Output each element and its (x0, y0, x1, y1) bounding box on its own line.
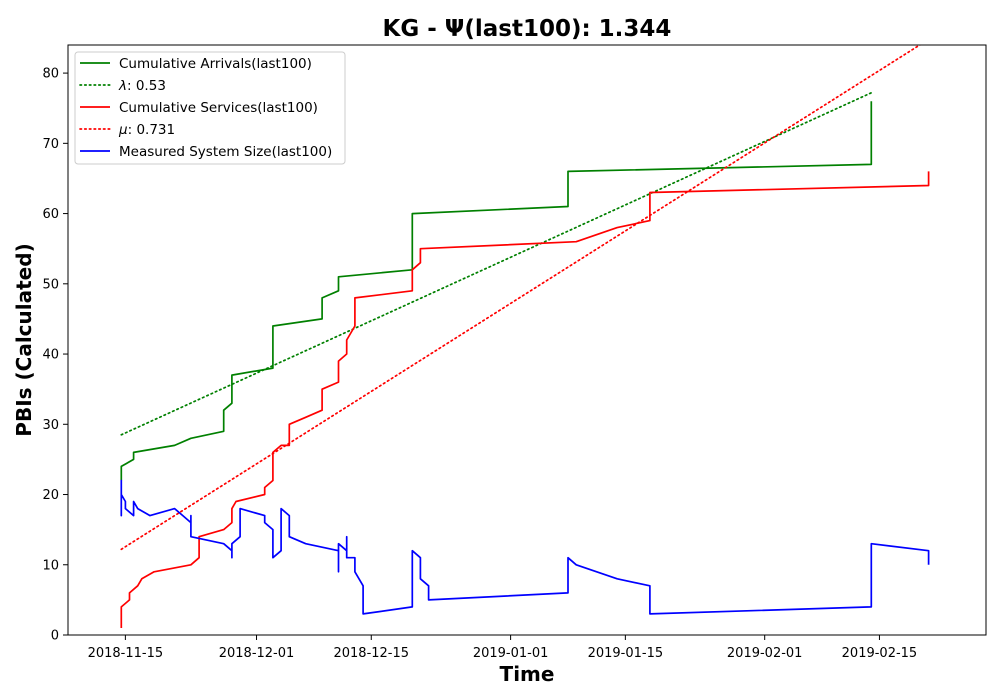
x-axis: 2018-11-15 2018-12-01 2018-12-15 2019-01-01… (88, 635, 918, 661)
series-line-3 (120, 45, 922, 551)
x-tick-label: 2019-01-15 (588, 646, 664, 661)
y-tick-label: 80 (42, 67, 59, 82)
y-tick-label: 60 (42, 207, 59, 222)
series-layer (120, 45, 930, 628)
legend-label-0: Cumulative Arrivals(last100) (119, 56, 312, 72)
series-line-1 (120, 91, 873, 436)
y-tick-label: 10 (42, 558, 59, 573)
legend: Cumulative Arrivals(last100) λ: 0.53 Cumul… (74, 51, 346, 165)
legend-label-3: μ: 0.731 (118, 122, 175, 138)
x-tick-label: 2019-02-01 (727, 646, 803, 661)
y-axis: 0 10 20 30 40 50 60 70 80 (42, 67, 68, 644)
y-tick-label: 70 (42, 137, 59, 152)
series-line-4 (120, 479, 930, 615)
x-tick-label: 2018-12-01 (219, 646, 295, 661)
x-tick-label: 2019-02-15 (842, 646, 918, 661)
series-line-2 (120, 171, 930, 628)
x-tick-label: 2019-01-01 (473, 646, 549, 661)
chart-title: KG - Ψ(last100): 1.344 (383, 16, 672, 42)
x-axis-title: Time (500, 662, 555, 686)
y-axis-title: PBIs (Calculated) (12, 243, 36, 436)
legend-label-2: Cumulative Services(last100) (119, 100, 318, 116)
legend-label-4: Measured System Size(last100) (119, 144, 332, 160)
y-tick-label: 0 (51, 629, 59, 644)
plot-frame (67, 44, 987, 636)
x-tick-label: 2018-12-15 (333, 646, 409, 661)
series-line-0 (120, 101, 873, 481)
y-tick-label: 40 (42, 348, 59, 363)
x-tick-label: 2018-11-15 (88, 646, 164, 661)
legend-label-1: λ: 0.53 (118, 78, 166, 94)
y-tick-label: 50 (42, 277, 59, 292)
legend-box (74, 51, 346, 165)
y-tick-label: 20 (42, 488, 59, 503)
y-tick-label: 30 (42, 418, 59, 433)
